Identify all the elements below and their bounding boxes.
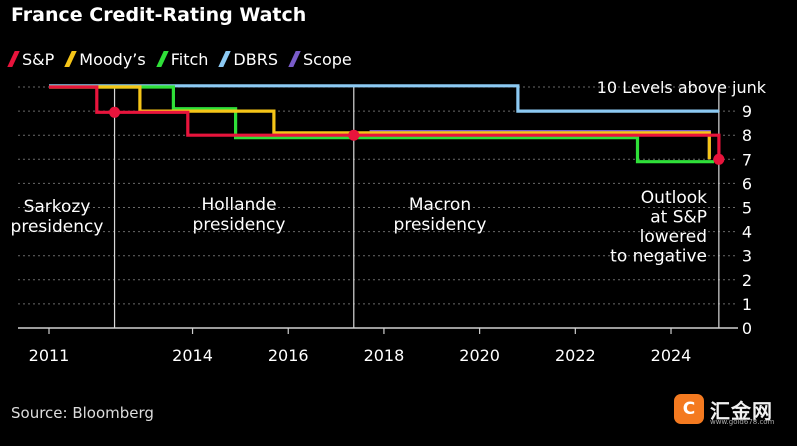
- event-label-line: Macron: [409, 195, 471, 215]
- x-tick-label: 2024: [651, 346, 692, 365]
- y-tick-label: 2: [742, 271, 752, 290]
- legend-item: DBRS: [218, 49, 278, 69]
- chart-legend: S&P Moody’s Fitch DBRS Scope: [7, 47, 366, 71]
- event-label-line: at S&P: [650, 208, 707, 228]
- y-tick-label: 0: [742, 319, 752, 338]
- x-tick-label: 2018: [364, 346, 405, 365]
- chart-title: France Credit-Rating Watch: [11, 4, 307, 26]
- event-label: Macron presidency: [394, 195, 487, 235]
- event-label: Sarkozy presidency: [11, 197, 104, 237]
- event-label-line: Hollande: [201, 195, 276, 215]
- series-line-dbrs: [49, 84, 719, 113]
- axes: 0 1 2 3 4 5 6 7 8 9 10 Levels above junk 2011 2014 20…: [18, 78, 767, 365]
- event-label-line: Sarkozy: [24, 197, 91, 217]
- source-note: Source: Bloomberg: [11, 404, 154, 422]
- watermark: C 汇金网 www.gold678.com: [674, 390, 784, 428]
- y-tick-label: 8: [742, 126, 752, 145]
- legend-item: Scope: [288, 49, 352, 69]
- event-dots: [109, 106, 725, 165]
- y-tick-label: 5: [742, 199, 752, 218]
- watermark-brand: 汇金网: [710, 398, 773, 423]
- y-top-label: 10 Levels above junk: [597, 78, 767, 97]
- event-dot: [713, 153, 725, 165]
- series-lines: [49, 84, 721, 164]
- x-tick-label: 2022: [555, 346, 596, 365]
- event-label: Hollande presidency: [193, 195, 286, 235]
- event-dot: [348, 129, 360, 141]
- x-tick-label: 2016: [268, 346, 309, 365]
- y-tick-label: 9: [742, 102, 752, 121]
- event-dot: [109, 106, 121, 118]
- legend-label: DBRS: [233, 49, 278, 69]
- event-label-line: lowered: [640, 227, 707, 247]
- legend-item: Fitch: [155, 49, 209, 69]
- series-line-fitch: [49, 85, 715, 164]
- gridlines: [18, 86, 738, 305]
- legend-item: S&P: [7, 49, 55, 69]
- y-tick-label: 4: [742, 223, 752, 242]
- event-label-line: presidency: [11, 217, 104, 237]
- x-tick-label: 2020: [459, 346, 500, 365]
- legend-label: Scope: [303, 49, 352, 69]
- event-label: Outlook at S&P lowered to negative: [610, 188, 707, 267]
- watermark-url: www.gold678.com: [710, 418, 775, 426]
- y-tick-label: 7: [742, 150, 752, 169]
- series-line-moodys: [49, 85, 711, 160]
- event-label-line: to negative: [610, 247, 707, 267]
- legend-label: Fitch: [170, 49, 209, 69]
- legend-label: Moody’s: [79, 49, 146, 69]
- y-tick-label: 1: [742, 295, 752, 314]
- event-markers: [113, 86, 720, 328]
- x-tick-label: 2014: [172, 346, 213, 365]
- legend-label: S&P: [22, 49, 55, 69]
- series-line-sp: [49, 85, 721, 160]
- legend-item: Moody’s: [64, 49, 146, 69]
- event-label-line: presidency: [193, 215, 286, 235]
- watermark-logo-icon: C: [674, 394, 704, 424]
- event-label-line: Outlook: [641, 188, 707, 208]
- x-tick-label: 2011: [29, 346, 70, 365]
- y-tick-label: 6: [742, 174, 752, 193]
- event-label-line: presidency: [394, 215, 487, 235]
- y-tick-label: 3: [742, 247, 752, 266]
